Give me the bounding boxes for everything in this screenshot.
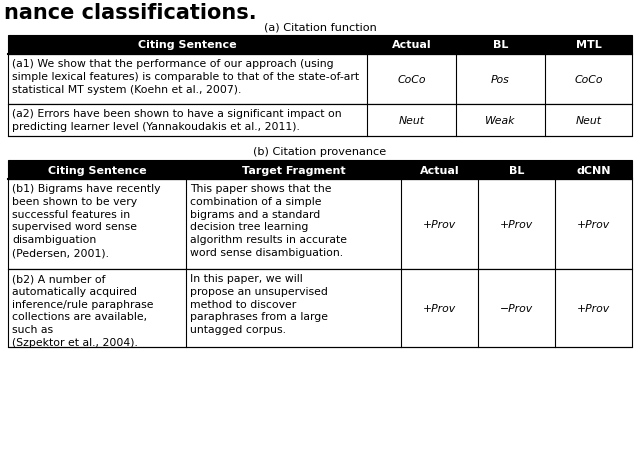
Text: Neut: Neut [399, 116, 424, 126]
Text: +Prov: +Prov [423, 219, 456, 230]
Text: +Prov: +Prov [500, 219, 533, 230]
Text: Weak: Weak [485, 116, 516, 126]
Text: Pos: Pos [491, 75, 510, 85]
Text: In this paper, we will
propose an unsupervised
method to discover
paraphrases fr: In this paper, we will propose an unsupe… [190, 274, 328, 335]
Bar [478, 161, 555, 179]
Text: nance classifications.: nance classifications. [4, 3, 257, 23]
Text: CoCo: CoCo [397, 75, 426, 85]
Text: BL: BL [493, 40, 508, 50]
Bar [8, 161, 186, 179]
Bar [8, 105, 632, 137]
Bar [8, 55, 632, 105]
Text: Citing Sentence: Citing Sentence [138, 40, 237, 50]
Text: +Prov: +Prov [577, 303, 610, 313]
Text: dCNN: dCNN [576, 165, 611, 175]
Bar [545, 36, 632, 55]
Text: BL: BL [509, 165, 524, 175]
Text: (a1) We show that the performance of our approach (using
simple lexical features: (a1) We show that the performance of our… [12, 59, 359, 95]
Text: Neut: Neut [575, 116, 602, 126]
Text: (a2) Errors have been shown to have a significant impact on
predicting learner l: (a2) Errors have been shown to have a si… [12, 109, 342, 132]
Bar [8, 269, 632, 347]
Text: (b1) Bigrams have recently
been shown to be very
successful features in
supervis: (b1) Bigrams have recently been shown to… [12, 184, 161, 257]
Text: Citing Sentence: Citing Sentence [48, 165, 147, 175]
Bar [401, 161, 478, 179]
Text: +Prov: +Prov [423, 303, 456, 313]
Bar [8, 36, 367, 55]
Text: Actual: Actual [392, 40, 431, 50]
Text: (b) Citation provenance: (b) Citation provenance [253, 147, 387, 157]
Text: Target Fragment: Target Fragment [242, 165, 346, 175]
Text: This paper shows that the
combination of a simple
bigrams and a standard
decisio: This paper shows that the combination of… [190, 184, 347, 257]
Bar [367, 36, 456, 55]
Text: CoCo: CoCo [574, 75, 603, 85]
Text: (b2) A number of
automatically acquired
inference/rule paraphrase
collections ar: (b2) A number of automatically acquired … [12, 274, 154, 347]
Text: (a) Citation function: (a) Citation function [264, 23, 376, 33]
Text: +Prov: +Prov [577, 219, 610, 230]
Bar [186, 161, 401, 179]
Text: MTL: MTL [575, 40, 602, 50]
Bar [456, 36, 545, 55]
Text: −Prov: −Prov [500, 303, 533, 313]
Text: Actual: Actual [420, 165, 460, 175]
Bar [555, 161, 632, 179]
Bar [8, 179, 632, 269]
